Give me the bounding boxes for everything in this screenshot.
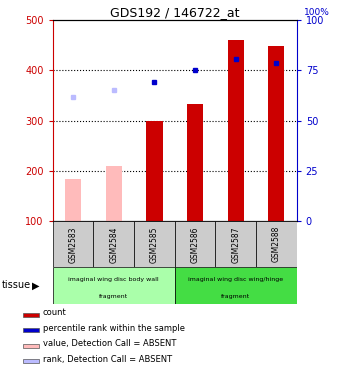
Text: GSM2587: GSM2587: [231, 226, 240, 262]
Text: GSM2586: GSM2586: [191, 226, 199, 262]
Text: ▶: ▶: [32, 280, 40, 291]
Bar: [268, 46, 284, 221]
Text: 100%: 100%: [303, 8, 329, 17]
Bar: [65, 179, 81, 221]
Text: fragment: fragment: [221, 294, 250, 299]
Bar: [227, 40, 244, 221]
Text: GSM2588: GSM2588: [272, 226, 281, 262]
Bar: [187, 104, 203, 221]
Text: tissue: tissue: [2, 280, 31, 291]
Text: imaginal wing disc wing/hinge: imaginal wing disc wing/hinge: [188, 277, 283, 283]
Text: imaginal wing disc body wall: imaginal wing disc body wall: [69, 277, 159, 283]
Text: GSM2585: GSM2585: [150, 226, 159, 262]
Text: rank, Detection Call = ABSENT: rank, Detection Call = ABSENT: [43, 355, 172, 364]
Bar: [134, 221, 175, 267]
Bar: [53, 221, 93, 267]
Bar: [256, 221, 297, 267]
Bar: [23, 313, 40, 317]
Bar: [23, 328, 40, 332]
Bar: [23, 359, 40, 363]
Bar: [23, 344, 40, 348]
Text: fragment: fragment: [99, 294, 128, 299]
Bar: [93, 221, 134, 267]
Bar: [146, 121, 163, 221]
Text: GSM2584: GSM2584: [109, 226, 118, 262]
Text: GSM2583: GSM2583: [69, 226, 78, 262]
Bar: [175, 221, 216, 267]
Bar: [175, 267, 297, 304]
Text: percentile rank within the sample: percentile rank within the sample: [43, 324, 185, 333]
Bar: [53, 267, 175, 304]
Title: GDS192 / 146722_at: GDS192 / 146722_at: [110, 6, 239, 19]
Bar: [216, 221, 256, 267]
Text: count: count: [43, 308, 67, 317]
Text: value, Detection Call = ABSENT: value, Detection Call = ABSENT: [43, 339, 176, 348]
Bar: [106, 166, 122, 221]
